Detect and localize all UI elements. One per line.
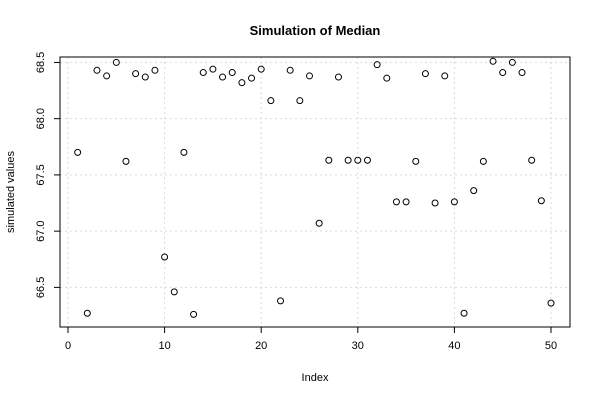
data-point — [122, 157, 130, 165]
data-point — [296, 97, 304, 105]
data-point — [257, 65, 265, 73]
data-point — [112, 58, 120, 66]
data-point — [306, 72, 313, 80]
y-tick-label: 66.5 — [35, 277, 47, 298]
data-point — [170, 288, 178, 296]
data-point — [460, 309, 468, 317]
data-point — [431, 199, 439, 207]
chart-title: Simulation of Median — [250, 23, 381, 38]
data-point — [199, 69, 207, 77]
x-tick-label: 0 — [65, 340, 71, 352]
data-point — [537, 197, 545, 205]
axes: 0 10 20 30 40 50 66.5 67.0 67.5 68.0 68.5 — [35, 52, 557, 352]
y-tick-label: 68.5 — [35, 52, 47, 73]
plot-frame — [59, 56, 571, 328]
data-point — [402, 198, 410, 206]
data-point — [267, 97, 275, 105]
data-point — [479, 157, 487, 165]
data-point — [508, 58, 516, 66]
data-point — [209, 65, 217, 73]
y-tick-label: 67.0 — [35, 220, 47, 241]
data-point — [93, 66, 101, 74]
x-tick-label: 30 — [352, 340, 364, 352]
y-tick-label: 67.5 — [35, 164, 47, 185]
data-point — [489, 57, 497, 65]
data-point — [450, 198, 458, 206]
data-point — [547, 299, 555, 307]
data-point — [499, 69, 507, 77]
data-points — [74, 57, 555, 318]
x-tick-label: 20 — [255, 340, 267, 352]
data-point — [286, 66, 294, 74]
x-axis-label: Index — [302, 372, 329, 384]
data-point — [228, 69, 236, 77]
data-point — [248, 74, 256, 82]
data-point — [354, 156, 362, 164]
data-point — [132, 70, 140, 78]
data-point — [219, 73, 227, 81]
data-point — [383, 74, 391, 82]
y-axis-label: simulated values — [5, 151, 17, 233]
data-point — [470, 187, 478, 195]
data-point — [373, 61, 381, 69]
data-point — [441, 72, 449, 80]
data-point — [363, 156, 371, 164]
x-tick-label: 10 — [158, 340, 170, 352]
data-point — [141, 73, 149, 81]
data-point — [277, 297, 285, 305]
data-point — [190, 310, 198, 318]
data-point — [344, 156, 352, 164]
data-point — [83, 309, 91, 317]
y-tick-label: 68.0 — [35, 108, 47, 129]
data-point — [421, 70, 429, 78]
x-tick-label: 40 — [448, 340, 460, 352]
data-point — [103, 72, 111, 80]
data-point — [151, 66, 159, 74]
grid-lines — [60, 57, 570, 327]
data-point — [315, 219, 323, 227]
data-point — [392, 198, 400, 206]
data-point — [74, 148, 82, 156]
data-point — [325, 156, 333, 164]
data-point — [334, 73, 342, 81]
data-point — [161, 253, 169, 261]
x-tick-label: 50 — [545, 340, 557, 352]
data-point — [528, 156, 536, 164]
data-point — [412, 157, 420, 165]
data-point — [238, 79, 246, 87]
data-point — [180, 148, 188, 156]
data-point — [518, 69, 526, 77]
